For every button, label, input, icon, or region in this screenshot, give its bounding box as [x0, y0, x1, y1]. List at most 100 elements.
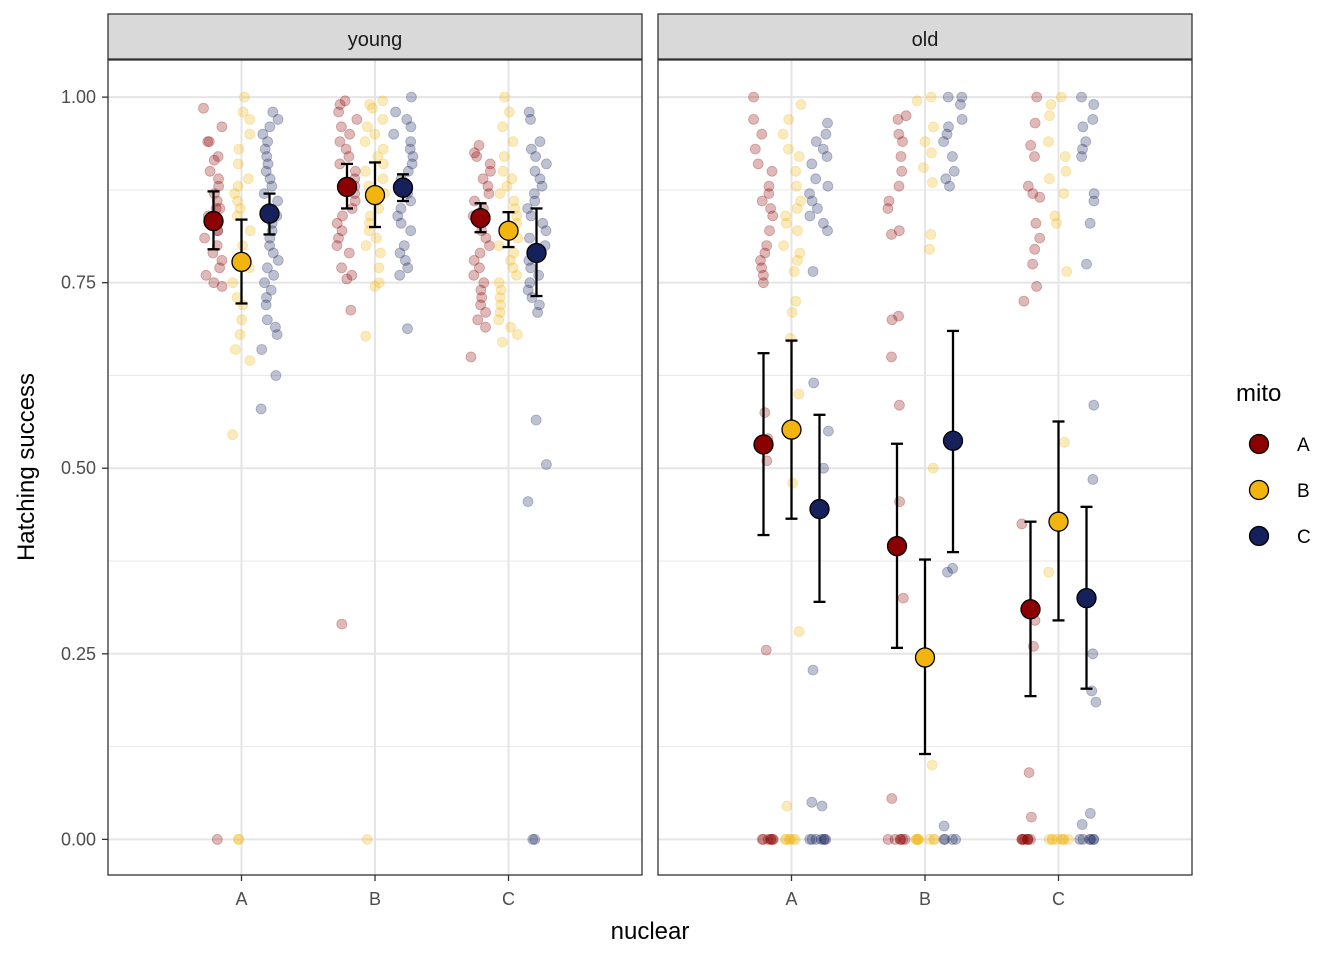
- legend: mito A B C: [1236, 380, 1311, 548]
- summary-A-C: [259, 192, 280, 236]
- raw-point: [259, 277, 270, 289]
- raw-point: [784, 834, 796, 845]
- raw-point: [373, 262, 385, 274]
- raw-point: [792, 254, 803, 266]
- raw-point: [475, 299, 487, 311]
- raw-point: [346, 269, 358, 281]
- legend-label-B: B: [1297, 481, 1310, 502]
- raw-point: [541, 158, 552, 170]
- x-tick-label: A: [785, 889, 797, 909]
- raw-point: [820, 834, 832, 845]
- raw-point: [749, 143, 761, 155]
- raw-point: [786, 306, 798, 318]
- raw-point: [1027, 188, 1039, 200]
- raw-point: [199, 232, 211, 244]
- raw-point: [896, 165, 908, 177]
- raw-point: [266, 180, 278, 192]
- raw-point: [889, 834, 901, 845]
- raw-point: [361, 834, 373, 845]
- raw-point: [345, 304, 357, 316]
- raw-point: [237, 299, 249, 311]
- raw-point: [244, 114, 256, 125]
- raw-point: [1058, 834, 1069, 845]
- summary-C-B: [498, 211, 519, 249]
- raw-point: [765, 203, 776, 214]
- raw-point: [541, 459, 552, 470]
- raw-point: [818, 217, 829, 229]
- y-axis: 0.00 0.25 0.50 0.75 1.00: [61, 87, 108, 849]
- raw-point: [237, 106, 249, 118]
- raw-point: [883, 195, 895, 207]
- raw-point: [494, 188, 506, 200]
- legend-title: mito: [1236, 380, 1281, 407]
- raw-point: [1088, 195, 1100, 207]
- raw-point: [261, 314, 273, 326]
- raw-point: [1076, 151, 1087, 162]
- strip-label-young: young: [348, 29, 403, 51]
- raw-point: [374, 247, 386, 259]
- raw-point: [349, 165, 361, 177]
- raw-point: [1080, 136, 1092, 148]
- raw-point: [806, 195, 818, 207]
- raw-point: [1046, 834, 1058, 845]
- raw-point: [523, 106, 535, 118]
- raw-point: [926, 759, 938, 771]
- raw-point: [1044, 110, 1055, 122]
- raw-point: [947, 151, 958, 162]
- raw-point: [1077, 121, 1089, 133]
- raw-point: [533, 269, 544, 281]
- raw-point: [823, 425, 834, 437]
- mean-point: [231, 251, 252, 273]
- panel-young: young: [107, 13, 643, 876]
- raw-point: [202, 136, 214, 148]
- raw-point: [477, 173, 489, 185]
- raw-point: [270, 370, 282, 381]
- mean-point: [753, 434, 774, 455]
- raw-point: [501, 180, 513, 192]
- raw-point: [367, 102, 378, 114]
- raw-point: [1085, 834, 1097, 845]
- raw-point: [394, 269, 406, 281]
- raw-point: [912, 834, 923, 845]
- raw-point: [200, 269, 212, 281]
- mean-point: [203, 210, 224, 232]
- mean-point: [1048, 511, 1069, 532]
- raw-point: [1059, 151, 1071, 162]
- raw-point: [941, 128, 953, 140]
- raw-point: [815, 834, 827, 845]
- raw-point: [944, 180, 955, 192]
- mean-point: [470, 207, 491, 229]
- raw-point: [349, 195, 361, 207]
- raw-point: [229, 344, 241, 355]
- raw-point: [894, 399, 905, 411]
- raw-point: [1077, 143, 1088, 155]
- summary-B-A: [336, 162, 358, 210]
- raw-point: [525, 210, 537, 222]
- raw-point: [1084, 834, 1096, 845]
- x-tick-label: B: [369, 889, 381, 909]
- x-axis-title: nuclear: [611, 918, 690, 945]
- raw-points: [748, 91, 1102, 845]
- raw-point: [1058, 834, 1069, 845]
- raw-point: [938, 834, 950, 845]
- raw-point: [1087, 648, 1099, 660]
- raw-point: [232, 158, 244, 170]
- raw-point: [336, 618, 348, 630]
- raw-point: [405, 136, 417, 148]
- raw-point: [256, 344, 268, 355]
- raw-point: [1063, 834, 1074, 845]
- summary-B-A: [886, 442, 908, 650]
- raw-point: [925, 228, 937, 240]
- legend-label-C: C: [1297, 527, 1311, 548]
- raw-point: [262, 158, 274, 170]
- raw-point: [882, 203, 894, 214]
- raw-point: [1022, 834, 1034, 845]
- raw-point: [927, 462, 939, 474]
- mean-point: [364, 184, 386, 206]
- raw-point: [336, 225, 348, 237]
- raw-point: [1034, 232, 1046, 244]
- raw-point: [497, 121, 509, 133]
- strip-old: [657, 13, 1193, 60]
- raw-point: [928, 834, 940, 845]
- raw-point: [818, 834, 830, 845]
